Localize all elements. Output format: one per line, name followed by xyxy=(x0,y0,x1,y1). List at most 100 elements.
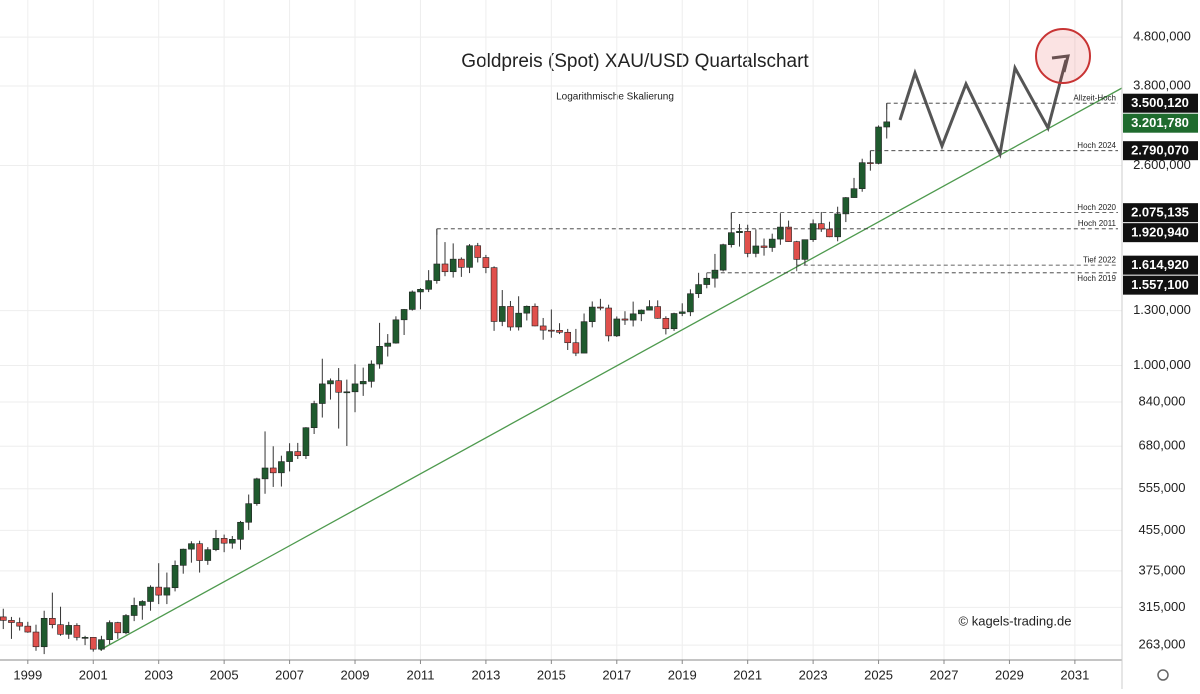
candle-body xyxy=(564,331,572,344)
settings-icon[interactable] xyxy=(1157,669,1169,681)
candle-body xyxy=(384,342,392,347)
candle-body xyxy=(490,267,498,322)
candle-body xyxy=(752,245,760,254)
candle-body xyxy=(482,257,490,268)
y-tick-label: 2.600,000 xyxy=(1133,157,1191,172)
candle-body xyxy=(73,625,81,638)
candle-body xyxy=(695,284,702,295)
candle-body xyxy=(359,381,367,385)
candle-body xyxy=(539,325,547,331)
candle-body xyxy=(842,197,850,215)
candle-body xyxy=(163,587,171,596)
candle-body xyxy=(629,313,637,321)
x-tick-label: 2021 xyxy=(733,667,762,682)
candle-body xyxy=(8,620,15,623)
candle-body xyxy=(498,306,506,322)
candle-body xyxy=(49,617,56,625)
candle-body xyxy=(376,346,383,365)
candle-body xyxy=(597,306,604,309)
candle-body xyxy=(425,280,432,290)
candle-body xyxy=(531,305,539,327)
candle-body xyxy=(809,223,817,240)
candle-body xyxy=(646,306,653,311)
candle-body xyxy=(785,226,792,242)
candle-body xyxy=(777,226,784,240)
candle-body xyxy=(654,306,661,319)
price-box-label: 2.790,070 xyxy=(1131,143,1189,158)
price-box xyxy=(1123,223,1198,243)
candle-body xyxy=(433,263,441,281)
x-tick-label: 2027 xyxy=(930,667,959,682)
candle-body xyxy=(850,188,858,198)
candle-body xyxy=(155,586,162,596)
target-circle xyxy=(1035,28,1091,84)
candle-body xyxy=(760,245,768,248)
candle-body xyxy=(0,616,7,621)
candle-body xyxy=(310,403,318,429)
x-tick-label: 2013 xyxy=(471,667,500,682)
candle-body xyxy=(368,363,375,382)
price-box xyxy=(1123,141,1198,161)
candle-body xyxy=(670,313,678,330)
candle-body xyxy=(613,318,621,337)
chart-subtitle: Logarithmische Skalierung xyxy=(556,92,674,103)
candle-body xyxy=(858,162,866,189)
candle-body xyxy=(507,306,514,328)
candle-body xyxy=(417,289,424,293)
candle-body xyxy=(621,318,629,321)
level-label: Hoch 2020 xyxy=(1077,203,1116,212)
candle-body xyxy=(343,391,351,394)
level-label: Allzeit-Hoch xyxy=(1073,93,1116,102)
candle-body xyxy=(572,342,580,354)
candle-body xyxy=(147,586,154,602)
candle-body xyxy=(474,245,482,258)
price-box xyxy=(1123,275,1198,295)
x-tick-label: 2023 xyxy=(799,667,828,682)
candle-body xyxy=(867,162,874,164)
candle-body xyxy=(719,244,727,271)
candle-body xyxy=(703,277,711,285)
candle-body xyxy=(351,383,359,393)
candle-body xyxy=(588,306,596,322)
y-tick-label: 680,000 xyxy=(1139,438,1186,453)
candle-body xyxy=(229,539,236,544)
watermark: © kagels-trading.de xyxy=(959,613,1072,628)
candle-body xyxy=(392,319,400,344)
candle-body xyxy=(302,427,310,457)
candle-body xyxy=(130,605,138,616)
candle-body xyxy=(261,467,269,480)
candle-body xyxy=(171,565,179,589)
candle-body xyxy=(458,258,465,268)
candle-body xyxy=(98,639,105,650)
candle-body xyxy=(515,312,522,328)
candle-body xyxy=(548,329,555,332)
price-box xyxy=(1123,93,1198,113)
candle-body xyxy=(57,624,64,635)
candle-body xyxy=(662,317,670,330)
candle-body xyxy=(212,538,220,550)
x-tick-label: 2025 xyxy=(864,667,893,682)
x-tick-label: 2007 xyxy=(275,667,304,682)
y-tick-label: 1.300,000 xyxy=(1133,302,1191,317)
y-tick-label: 315,000 xyxy=(1139,599,1186,614)
x-tick-label: 2011 xyxy=(406,667,434,682)
candle-body xyxy=(400,309,408,321)
x-tick-label: 2019 xyxy=(668,667,697,682)
candle-body xyxy=(81,637,89,639)
x-tick-label: 2015 xyxy=(537,667,566,682)
candle-body xyxy=(728,232,735,245)
candle-body xyxy=(106,622,113,640)
candle-body xyxy=(294,451,302,457)
candle-body xyxy=(40,617,48,648)
price-box-label: 3.500,120 xyxy=(1131,95,1189,110)
candle-body xyxy=(278,461,285,474)
candle-body xyxy=(220,538,228,544)
candle-body xyxy=(687,293,694,313)
price-box-label: 3.201,780 xyxy=(1131,115,1189,130)
price-box-label: 1.920,940 xyxy=(1131,225,1189,240)
y-tick-label: 263,000 xyxy=(1139,637,1186,652)
price-box xyxy=(1123,203,1198,223)
candle-body xyxy=(196,543,203,561)
level-label: Tief 2022 xyxy=(1083,255,1117,264)
